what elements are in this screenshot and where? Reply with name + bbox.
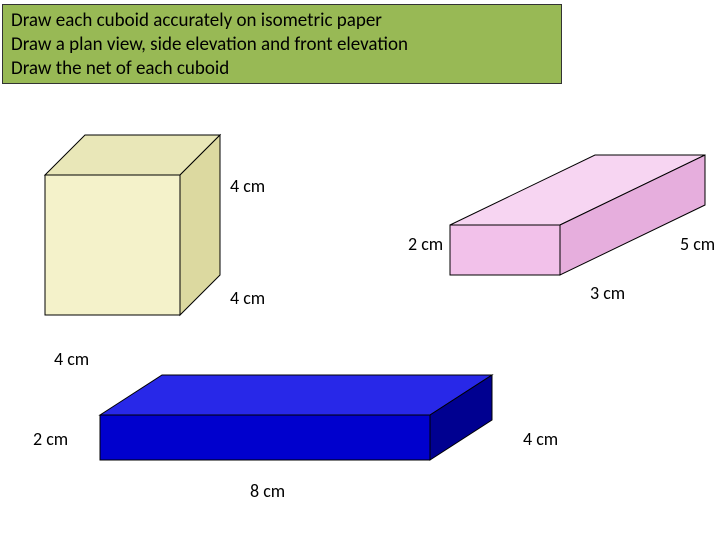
cuboid-blue-label-2cm: 2 cm [33, 428, 68, 450]
instruction-box: Draw each cuboid accurately on isometric… [2, 4, 562, 84]
cube-yellow-label-4cm-c: 4 cm [54, 348, 89, 370]
cube-yellow-label-4cm-a: 4 cm [230, 175, 265, 197]
cube-yellow [20, 130, 250, 340]
cuboid-blue-label-8cm: 8 cm [250, 480, 285, 502]
cuboid-blue [100, 360, 580, 510]
cuboid-pink-label-2cm: 2 cm [408, 233, 443, 255]
cube-yellow-label-4cm-b: 4 cm [230, 287, 265, 309]
instruction-line-1: Draw each cuboid accurately on isometric… [11, 9, 553, 33]
cuboid-blue-top [100, 375, 492, 415]
instruction-line-2: Draw a plan view, side elevation and fro… [11, 33, 553, 57]
cuboid-pink-label-3cm: 3 cm [590, 282, 625, 304]
cube-yellow-front [45, 175, 180, 315]
cuboid-pink-label-5cm: 5 cm [680, 233, 715, 255]
cuboid-blue-label-4cm: 4 cm [523, 428, 558, 450]
cuboid-pink-front [450, 225, 560, 275]
cuboid-blue-front [100, 415, 430, 460]
instruction-line-3: Draw the net of each cuboid [11, 57, 553, 81]
cuboid-pink [400, 135, 720, 295]
